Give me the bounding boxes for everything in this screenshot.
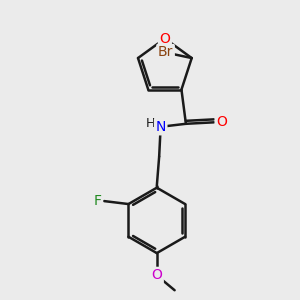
Text: N: N (155, 120, 166, 134)
Text: O: O (159, 32, 170, 46)
Text: F: F (94, 194, 102, 208)
Text: Br: Br (158, 46, 173, 59)
Text: O: O (216, 115, 227, 129)
Text: O: O (152, 268, 162, 282)
Text: H: H (146, 117, 155, 130)
